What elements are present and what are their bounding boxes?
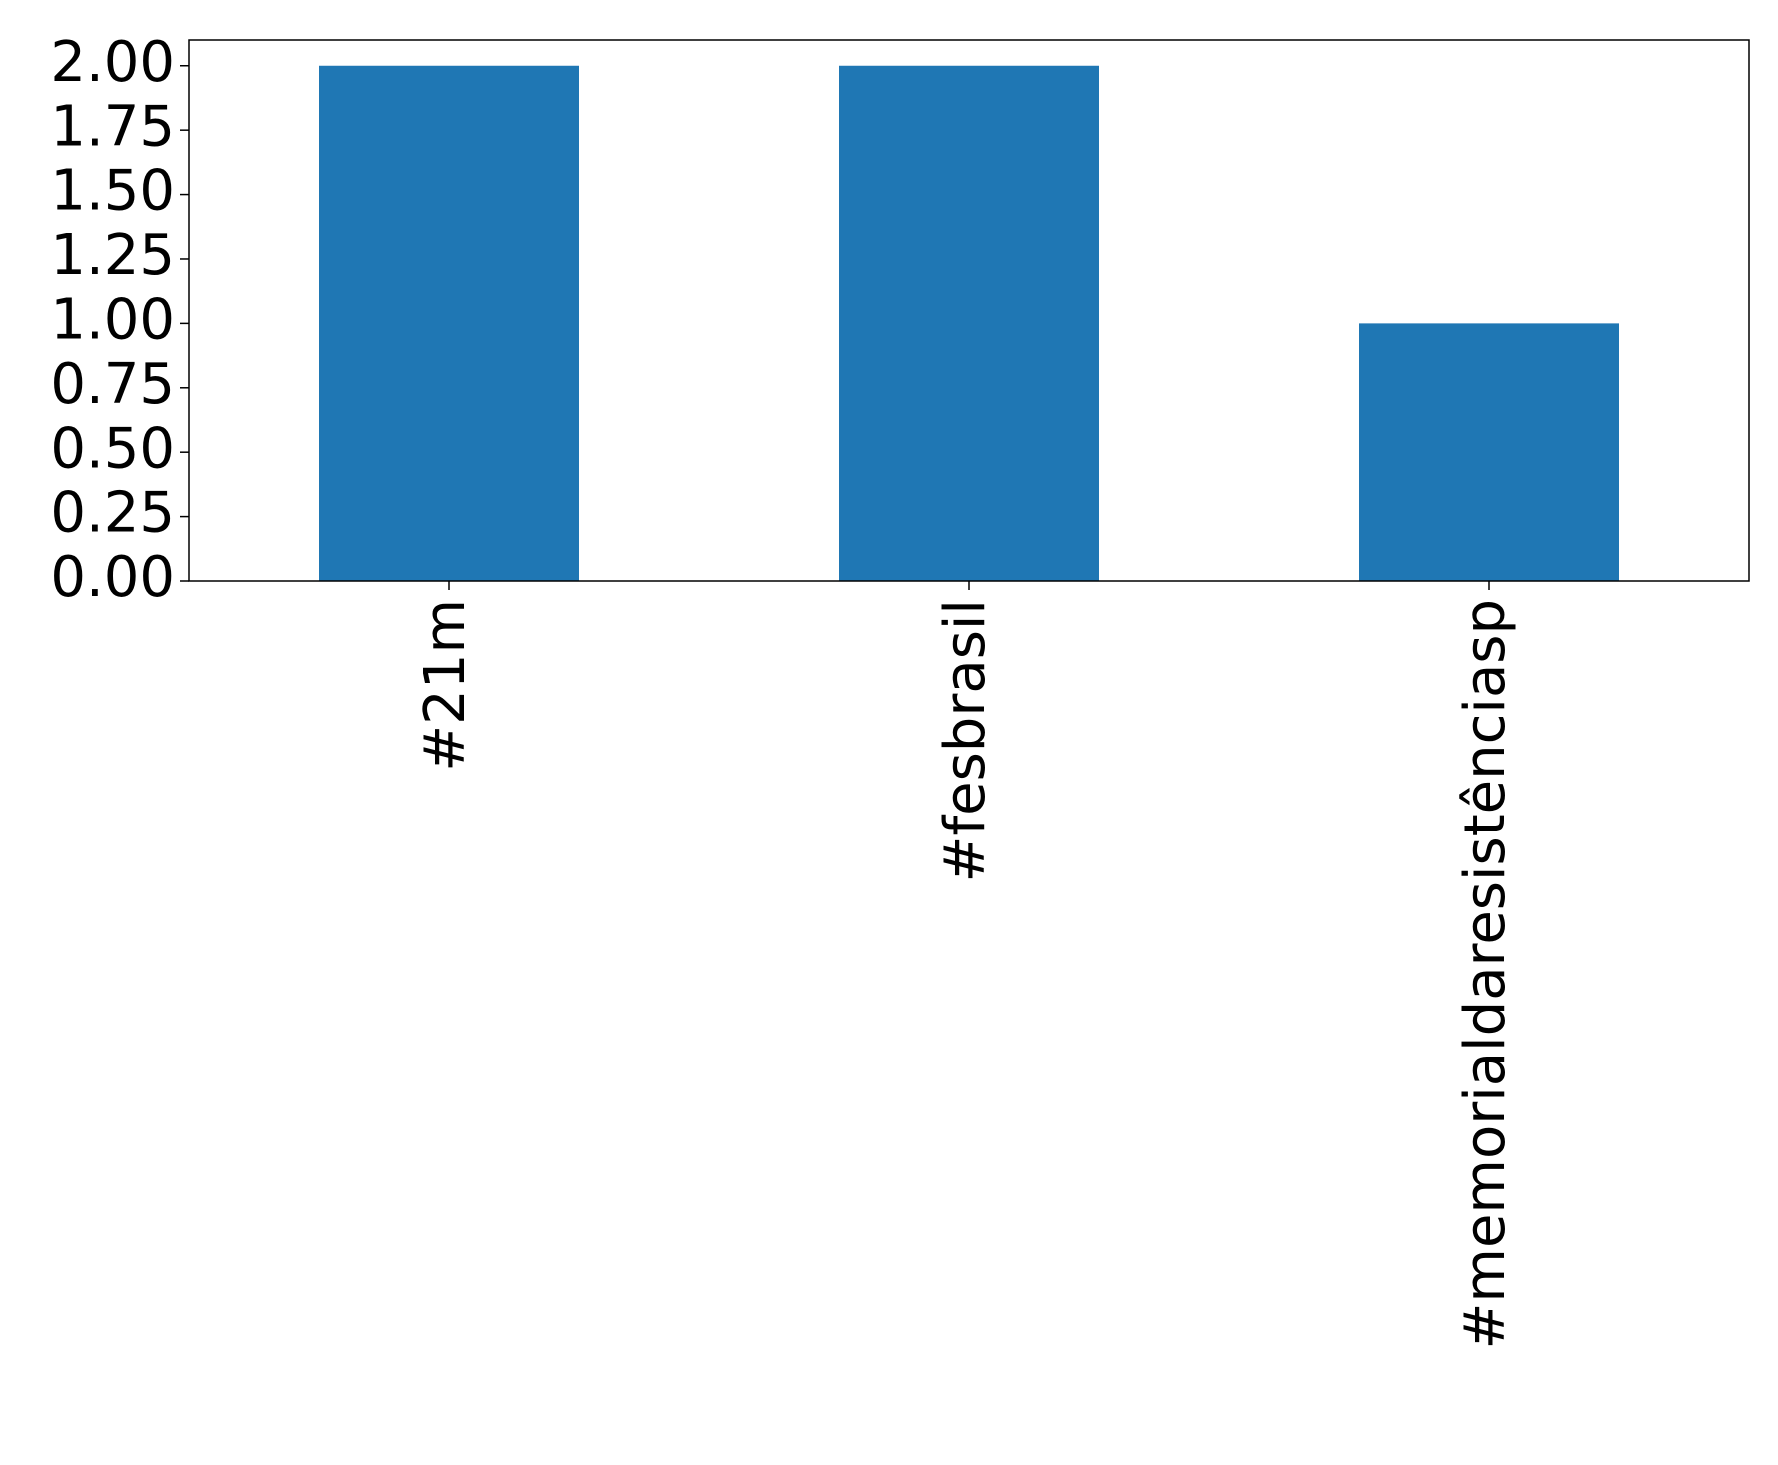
bar bbox=[319, 65, 579, 581]
y-tick-label: 0.50 bbox=[50, 416, 175, 481]
bar bbox=[1359, 323, 1619, 581]
y-tick-label: 1.00 bbox=[50, 288, 175, 353]
bar bbox=[839, 65, 1099, 581]
x-tick-label: #21m bbox=[413, 599, 478, 772]
x-tick-label: #fesbrasil bbox=[933, 599, 998, 882]
y-tick-label: 0.75 bbox=[50, 352, 175, 417]
x-tick-label: #memorialdaresistênciasp bbox=[1453, 599, 1518, 1350]
y-tick-label: 2.00 bbox=[50, 30, 175, 95]
plot-frame bbox=[188, 39, 1750, 582]
y-tick-label: 1.25 bbox=[50, 223, 175, 288]
y-tick-label: 0.00 bbox=[50, 545, 175, 610]
y-tick-label: 1.75 bbox=[50, 94, 175, 159]
y-tick-label: 0.25 bbox=[50, 481, 175, 546]
y-tick-label: 1.50 bbox=[50, 159, 175, 224]
